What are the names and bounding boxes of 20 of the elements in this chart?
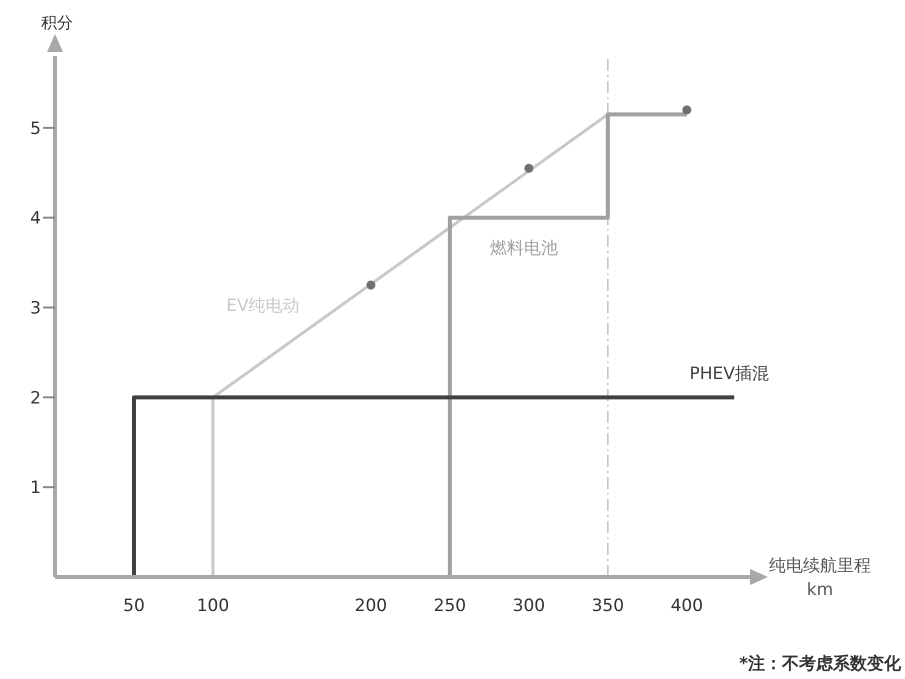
x-tick-label: 200 bbox=[354, 596, 388, 616]
x-tick-label: 400 bbox=[670, 596, 704, 616]
y-tick-label: 5 bbox=[30, 118, 41, 139]
x-tick-label: 50 bbox=[123, 596, 145, 616]
point bbox=[524, 164, 534, 173]
y-tick-label: 3 bbox=[30, 298, 41, 319]
point bbox=[366, 280, 376, 290]
x-tick-label: 100 bbox=[196, 596, 230, 616]
series-label: 燃料电池 bbox=[490, 238, 558, 258]
x-tick-label: 300 bbox=[512, 596, 546, 616]
series-label: PHEV插混 bbox=[690, 364, 769, 384]
y-axis-title: 积分 bbox=[41, 13, 73, 32]
x-tick-label: 350 bbox=[592, 596, 624, 616]
y-tick-label: 2 bbox=[30, 388, 41, 408]
x-tick-label: 250 bbox=[434, 596, 466, 616]
point bbox=[682, 105, 692, 114]
x-axis-title: 纯电续航里程 km bbox=[769, 556, 871, 600]
y-tick-label: 1 bbox=[30, 478, 41, 498]
text: *注：不考虑系数变化 bbox=[739, 654, 902, 674]
y-tick-label: 4 bbox=[30, 208, 41, 229]
